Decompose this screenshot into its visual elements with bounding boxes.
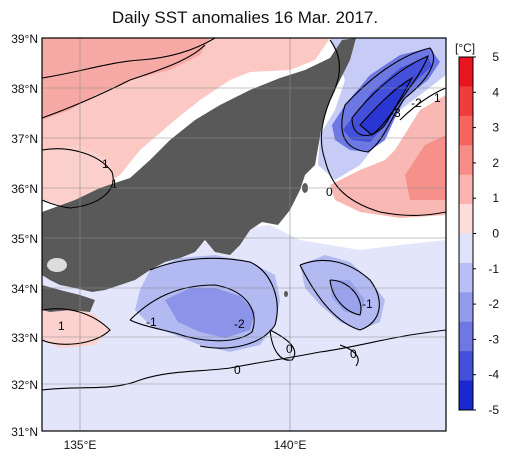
colorbar-tick-label: -5	[488, 403, 499, 417]
lat-label: 32°N	[11, 378, 38, 392]
contour-label: 1	[434, 91, 441, 105]
contour-labels: 1 1 1 0 -3 -2 1 -1 -2 -1 0 0 0	[58, 91, 441, 377]
contour-label: -1	[362, 297, 373, 311]
map-frame	[41, 37, 447, 432]
contour-label: 1	[102, 157, 109, 171]
colorbar-ticks: 5 4 3 2 1 0 -1 -2 -3 -4 -5	[473, 50, 499, 417]
land-honshu	[42, 38, 356, 292]
lon-label: 140°E	[274, 438, 307, 452]
contour-label: 0	[326, 185, 333, 199]
graticule	[42, 38, 446, 431]
map-area: 1 1 1 0 -3 -2 1 -1 -2 -1 0 0 0	[42, 38, 446, 431]
colorbar-tick-label: 3	[492, 121, 499, 135]
colorbar-cell	[459, 204, 473, 234]
contour-label: -3	[390, 106, 401, 120]
map-title: Daily SST anomalies 16 Mar. 2017.	[111, 8, 379, 27]
colorbar-tick-label: -2	[488, 297, 499, 311]
colorbar-unit: [°C]	[455, 41, 475, 55]
colorbar-cell	[459, 86, 473, 117]
warm-region-sea-of-japan-darker	[42, 38, 210, 120]
longitude-labels: 135°E 140°E	[64, 438, 307, 452]
colorbar-cell	[459, 115, 473, 146]
colorbar-tick-label: -1	[488, 262, 499, 276]
lat-label: 33°N	[11, 331, 38, 345]
lat-label: 34°N	[11, 282, 38, 296]
contour-label: 0	[286, 342, 293, 356]
lon-label: 135°E	[64, 438, 97, 452]
lat-label: 39°N	[11, 32, 38, 46]
latitude-labels: 39°N 38°N 37°N 36°N 35°N 34°N 33°N 32°N …	[11, 32, 38, 439]
colorbar-cell	[459, 174, 473, 205]
lat-label: 31°N	[11, 425, 38, 439]
colorbar-cell	[459, 57, 473, 87]
colorbar-cell	[459, 380, 473, 411]
colorbar-cell	[459, 233, 473, 264]
contour-label: -2	[234, 317, 245, 331]
colorbar-tick-label: -3	[488, 332, 499, 346]
colorbar-tick-label: 0	[492, 227, 499, 241]
lat-label: 37°N	[11, 132, 38, 146]
colorbar-tick-label: 1	[492, 191, 499, 205]
lat-label: 36°N	[11, 182, 38, 196]
colorbar-cell	[459, 321, 473, 352]
contour-label: 1	[111, 177, 118, 191]
contour-label: -2	[411, 96, 422, 110]
contour-label: 0	[234, 363, 241, 377]
colorbar-tick-label: -4	[488, 368, 499, 382]
colorbar-cell	[459, 145, 473, 176]
contour-label: 1	[58, 319, 65, 333]
contour-label: 0	[350, 347, 357, 361]
contour-lines	[42, 38, 446, 391]
colorbar: [°C] 5 4 3 2 1 0 -1 -2 -3 -4 -5	[455, 41, 499, 417]
colorbar-tick-label: 2	[492, 156, 499, 170]
colorbar-cells	[459, 57, 473, 411]
colorbar-tick-label: 4	[492, 85, 499, 99]
colorbar-cell	[459, 262, 473, 293]
colorbar-cell	[459, 351, 473, 382]
contour-label: -1	[146, 315, 157, 329]
lat-label: 38°N	[11, 82, 38, 96]
colorbar-cell	[459, 292, 473, 323]
colorbar-tick-label: 5	[492, 50, 499, 64]
land-shikoku	[42, 285, 95, 312]
lat-label: 35°N	[11, 232, 38, 246]
